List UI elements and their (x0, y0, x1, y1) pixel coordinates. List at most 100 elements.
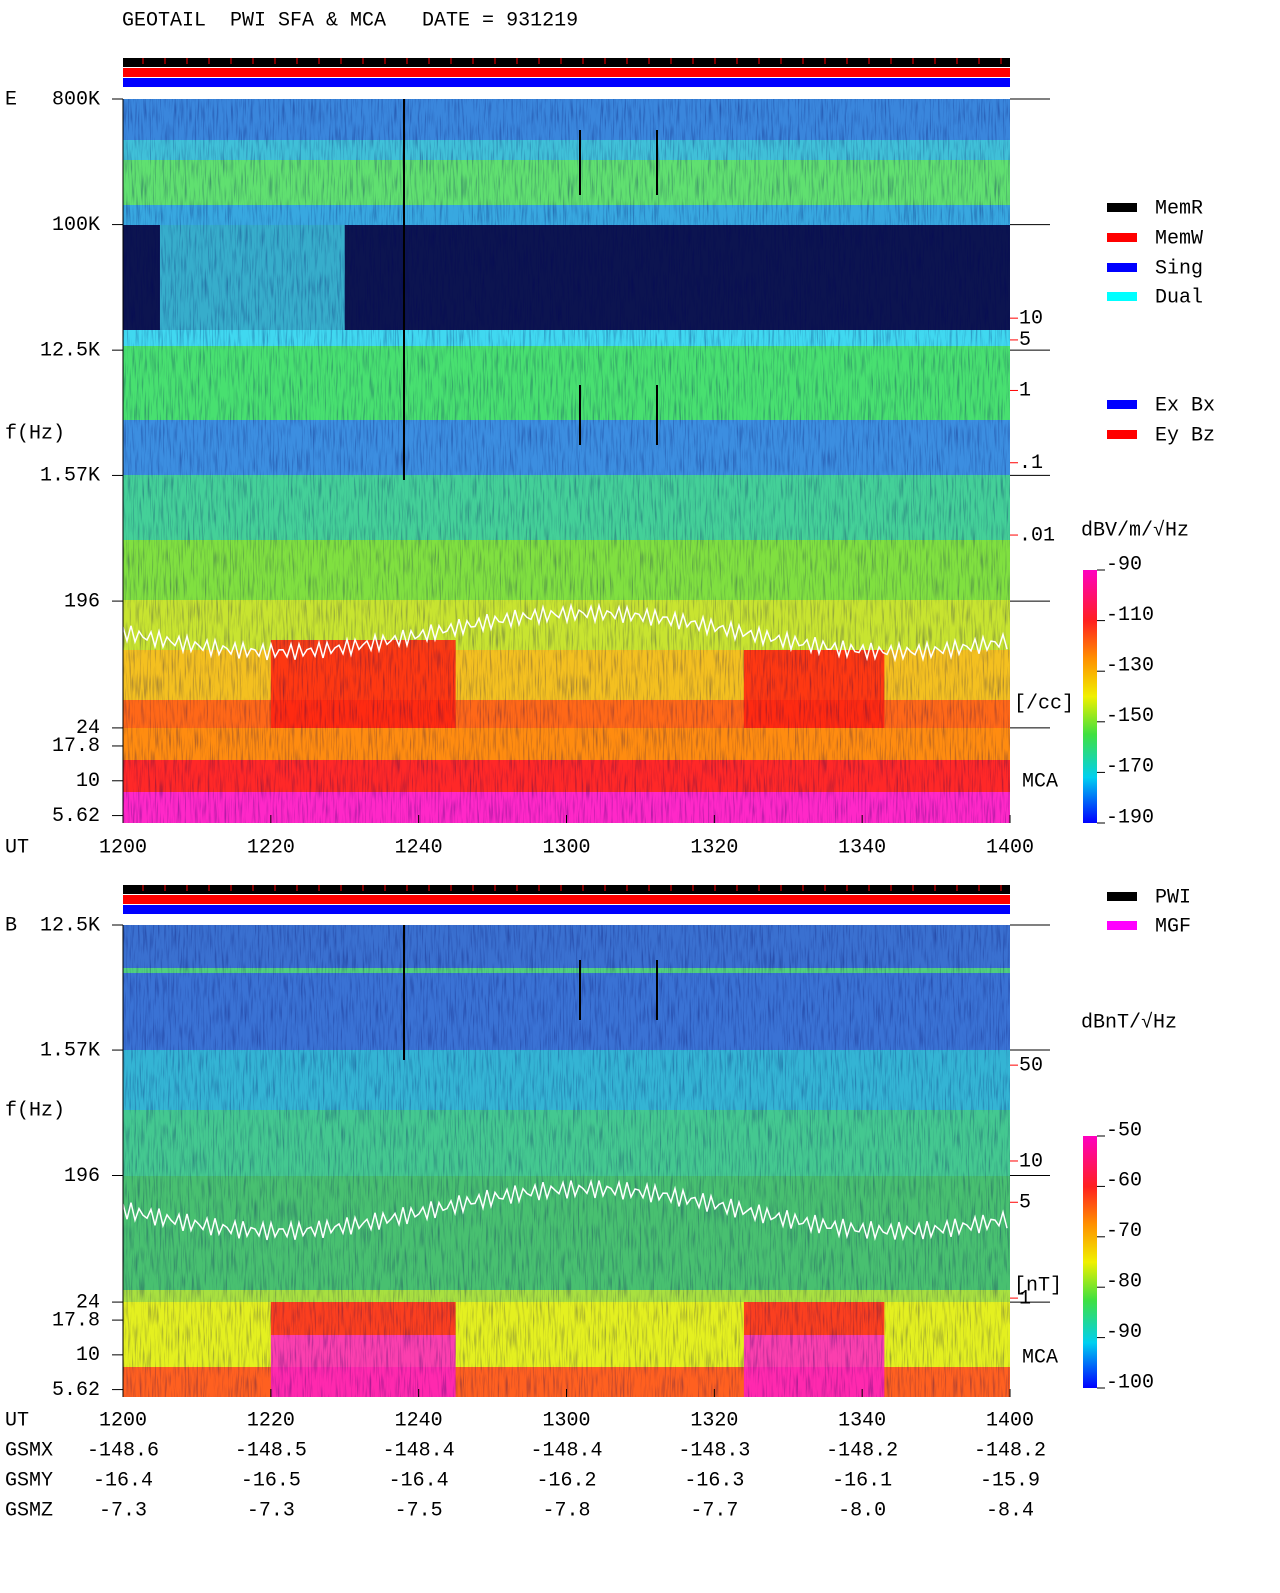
x-tick-label: 1240 (395, 836, 443, 859)
y2-tick-label: 5 (1019, 1192, 1031, 1215)
y-tick-label: 12.5K (40, 914, 100, 937)
colorbar-tick-label: -100 (1106, 1371, 1154, 1394)
white-trace (122, 602, 1008, 663)
y2-axis-label: [nT] (1014, 1274, 1062, 1297)
x-tick-label: 1300 (542, 1409, 590, 1432)
y2-tick-label: 5 (1019, 329, 1031, 352)
x-tick-label: 1220 (247, 1409, 295, 1432)
y2-tick-label: 50 (1019, 1054, 1043, 1077)
legend-swatch (1107, 892, 1137, 901)
y-tick-label: 10 (76, 770, 100, 793)
orbit-value: -16.4 (93, 1469, 153, 1492)
status-bar (123, 58, 1010, 67)
x-tick-label: 1200 (99, 1409, 147, 1432)
colorbar-tick-label: -170 (1106, 756, 1154, 779)
x-tick-label: 1240 (395, 1409, 443, 1432)
colorbar (1083, 1136, 1097, 1388)
orbit-value: -16.3 (684, 1469, 744, 1492)
x-tick-label: 1340 (838, 836, 886, 859)
orbit-value: -148.2 (974, 1439, 1046, 1462)
colorbar-tick-label: -60 (1106, 1170, 1142, 1193)
orbit-value: -8.4 (986, 1499, 1034, 1522)
y2-tick-label: 10 (1019, 1150, 1043, 1173)
orbit-value: -7.5 (395, 1499, 443, 1522)
y-tick-label: 196 (64, 590, 100, 613)
orbit-value: -7.3 (247, 1499, 295, 1522)
y-tick-label: 1.57K (40, 465, 100, 488)
colorbar-tick-label: -50 (1106, 1119, 1142, 1142)
channel-label: MCA (1022, 1346, 1058, 1369)
status-bar (123, 895, 1010, 904)
y-tick-label: 10 (76, 1344, 100, 1367)
legend-label: MemR (1155, 197, 1203, 220)
x-tick-label: 1220 (247, 836, 295, 859)
y-tick-label: 5.62 (52, 805, 100, 828)
orbit-value: -15.9 (980, 1469, 1040, 1492)
legend-label: MGF (1155, 915, 1191, 938)
channel-label: MCA (1022, 770, 1058, 793)
legend-swatch (1107, 430, 1137, 439)
orbit-value: -148.4 (530, 1439, 602, 1462)
white-trace (122, 1178, 1008, 1242)
colorbar-tick-label: -90 (1106, 553, 1142, 576)
legend-label: Sing (1155, 257, 1203, 280)
y-tick-label: 24 (76, 1291, 100, 1314)
x-tick-label: 1320 (690, 836, 738, 859)
legend-label: Ex Bx (1155, 394, 1215, 417)
y-axis-label: f(Hz) (5, 1099, 65, 1122)
colorbar-tick-label: -110 (1106, 604, 1154, 627)
y-tick-label: 24 (76, 717, 100, 740)
legend-swatch (1107, 233, 1137, 242)
legend-label: PWI (1155, 886, 1191, 909)
legend-swatch (1107, 263, 1137, 272)
colorbar-tick-label: -150 (1106, 705, 1154, 728)
y-tick-label: 1.57K (40, 1039, 100, 1062)
legend-label: MemW (1155, 227, 1203, 250)
colorbar (1083, 570, 1097, 823)
x-tick-label: 1400 (986, 1409, 1034, 1432)
x-tick-label: 1340 (838, 1409, 886, 1432)
orbit-value: -148.4 (383, 1439, 455, 1462)
x-axis-label: UT (5, 1409, 29, 1432)
y-tick-label: 17.8 (52, 1309, 100, 1332)
colorbar-tick-label: -130 (1106, 654, 1154, 677)
orbit-value: -7.8 (542, 1499, 590, 1522)
y-tick-label: 5.62 (52, 1379, 100, 1402)
y-tick-label: 800K (52, 88, 100, 111)
x-tick-label: 1320 (690, 1409, 738, 1432)
status-bar (123, 885, 1010, 894)
orbit-value: -16.5 (241, 1469, 301, 1492)
orbit-label: GSMZ (5, 1499, 53, 1522)
y2-tick-label: 1 (1019, 380, 1031, 403)
spectrogram-noise (123, 925, 1010, 1397)
orbit-value: -148.3 (678, 1439, 750, 1462)
legend-swatch (1107, 292, 1137, 301)
orbit-label: GSMY (5, 1469, 53, 1492)
status-bar (123, 905, 1010, 914)
colorbar-tick-label: -70 (1106, 1220, 1142, 1243)
colorbar-label: dBnT/√Hz (1081, 1010, 1177, 1034)
colorbar-tick-label: -190 (1106, 806, 1154, 829)
orbit-value: -148.2 (826, 1439, 898, 1462)
y-tick-label: 12.5K (40, 339, 100, 362)
orbit-value: -7.7 (690, 1499, 738, 1522)
legend-label: Ey Bz (1155, 424, 1215, 447)
legend-label: Dual (1155, 286, 1203, 309)
y2-tick-label: 10 (1019, 307, 1043, 330)
orbit-value: -8.0 (838, 1499, 886, 1522)
y-tick-label: 17.8 (52, 735, 100, 758)
y-tick-label: 100K (52, 214, 100, 237)
x-axis-label: UT (5, 836, 29, 859)
y2-tick-label: .01 (1019, 524, 1055, 547)
y2-tick-label: 1 (1019, 1287, 1031, 1310)
colorbar-label: dBV/m/√Hz (1081, 518, 1189, 542)
orbit-value: -16.1 (832, 1469, 892, 1492)
y2-axis-label: [/cc] (1014, 692, 1074, 715)
y-axis-label: f(Hz) (5, 422, 65, 445)
colorbar-tick-label: -90 (1106, 1321, 1142, 1344)
panel-label: B (5, 914, 17, 937)
status-bar (123, 68, 1010, 77)
legend-swatch (1107, 400, 1137, 409)
spectrogram-noise (123, 99, 1010, 823)
